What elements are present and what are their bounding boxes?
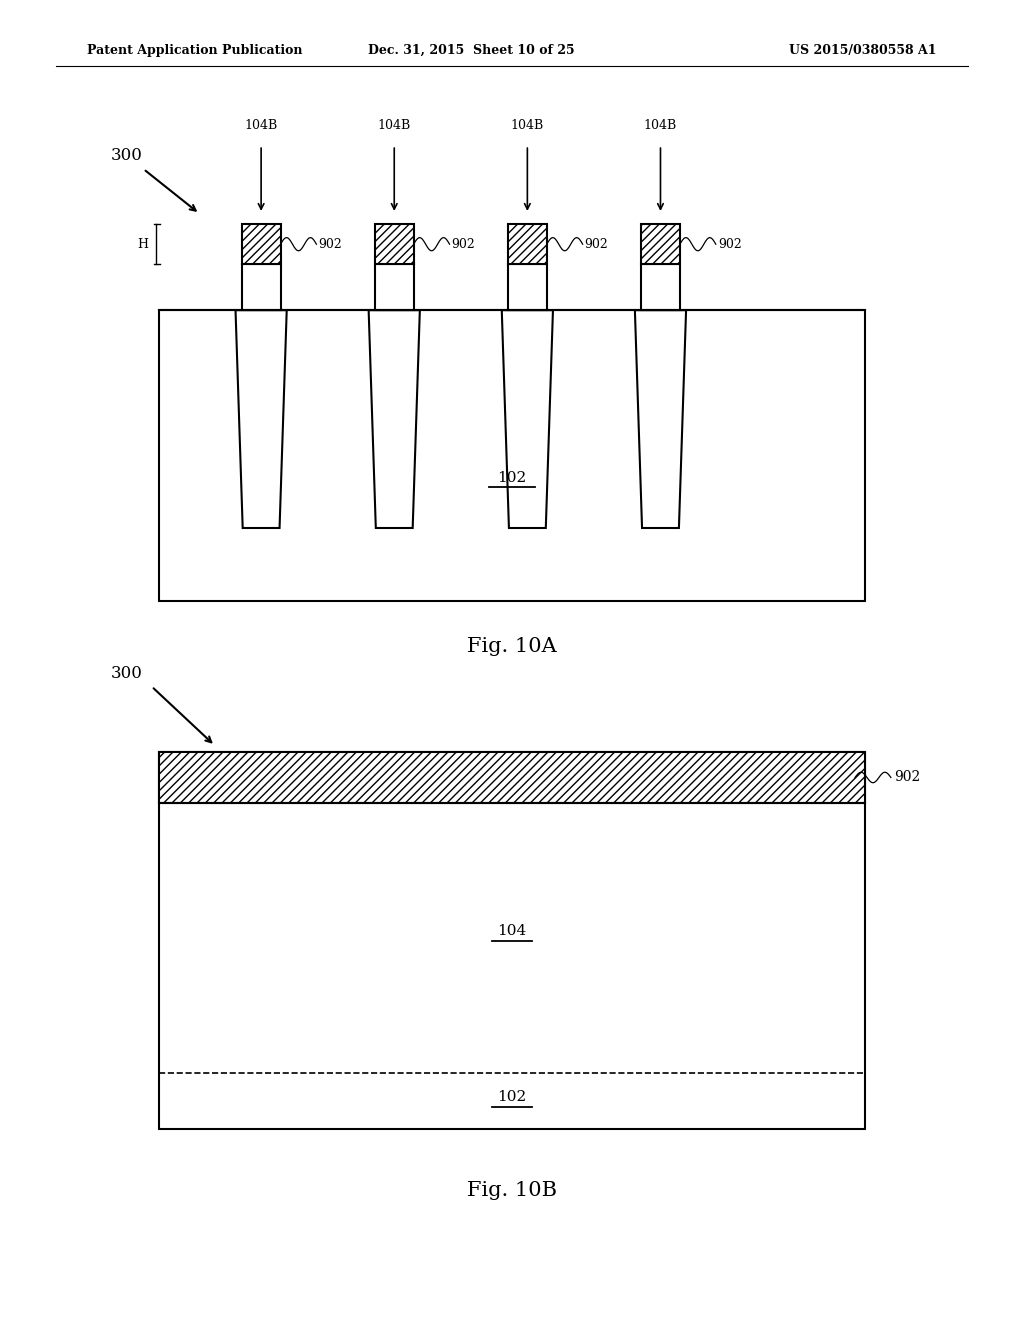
Text: 902: 902 [318, 238, 342, 251]
Text: Fig. 10B: Fig. 10B [467, 1181, 557, 1200]
Bar [159, 752, 865, 803]
Text: 104B: 104B [378, 119, 411, 132]
Text: US 2015/0380558 A1: US 2015/0380558 A1 [790, 44, 937, 57]
Polygon shape [242, 224, 281, 264]
Text: 104B: 104B [511, 119, 544, 132]
Text: 102: 102 [498, 471, 526, 484]
Text: 300: 300 [111, 148, 142, 164]
Polygon shape [635, 310, 686, 528]
Text: 902: 902 [452, 238, 475, 251]
Text: 902: 902 [585, 238, 608, 251]
Polygon shape [375, 264, 414, 310]
Text: Fig. 10A: Fig. 10A [467, 638, 557, 656]
Text: Patent Application Publication: Patent Application Publication [87, 44, 302, 57]
Text: 902: 902 [894, 771, 921, 784]
Polygon shape [242, 264, 281, 310]
Bar [159, 310, 865, 601]
Bar [159, 752, 865, 1129]
Text: H: H [137, 238, 148, 251]
Polygon shape [369, 310, 420, 528]
Text: 102: 102 [498, 1090, 526, 1104]
Polygon shape [641, 264, 680, 310]
Polygon shape [502, 310, 553, 528]
Text: 104B: 104B [644, 119, 677, 132]
Polygon shape [236, 310, 287, 528]
Polygon shape [375, 224, 414, 264]
Polygon shape [508, 224, 547, 264]
Text: 104B: 104B [245, 119, 278, 132]
Polygon shape [508, 264, 547, 310]
Text: 902: 902 [718, 238, 741, 251]
Polygon shape [641, 224, 680, 264]
Text: 300: 300 [111, 665, 142, 681]
Text: Dec. 31, 2015  Sheet 10 of 25: Dec. 31, 2015 Sheet 10 of 25 [368, 44, 574, 57]
Text: 104: 104 [498, 924, 526, 939]
